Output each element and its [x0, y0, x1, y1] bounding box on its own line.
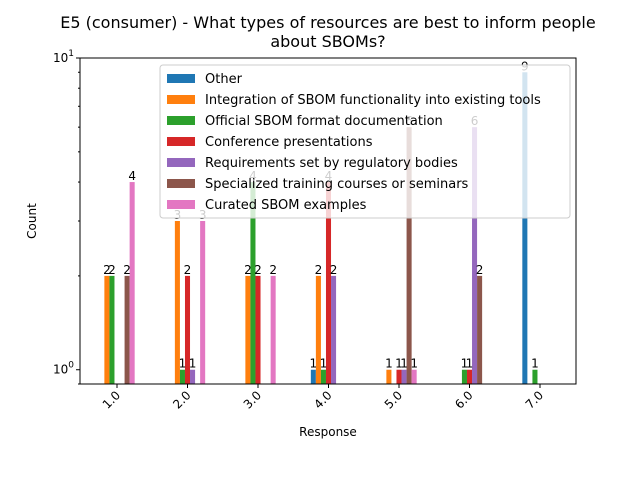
bar: [472, 127, 478, 384]
data-label: 2: [315, 263, 323, 277]
bar: [325, 182, 332, 384]
bar: [522, 72, 528, 384]
data-label: 2: [244, 263, 252, 277]
bar: [310, 369, 316, 384]
bar: [461, 369, 467, 384]
bar: [411, 369, 417, 384]
legend-swatch: [167, 158, 195, 167]
bar: [270, 275, 276, 384]
data-label: 1: [179, 357, 187, 371]
x-axis-label: Response: [299, 425, 357, 439]
bar: [255, 275, 261, 384]
legend-label: Requirements set by regulatory bodies: [205, 156, 458, 171]
chart-title-line: E5 (consumer) - What types of resources …: [60, 13, 595, 32]
bar: [174, 221, 180, 384]
bar: [179, 369, 185, 384]
legend-label: Curated SBOM examples: [205, 198, 367, 213]
legend: Other Integration of SBOM functionality i…: [159, 64, 571, 219]
legend-label: Specialized training courses or seminars: [205, 177, 469, 192]
bar: [190, 369, 196, 384]
bar: [320, 369, 326, 384]
data-label: 2: [476, 263, 484, 277]
legend-label: Conference presentations: [205, 135, 373, 150]
legend-swatch: [167, 200, 195, 209]
bar: [406, 127, 412, 384]
data-label: 2: [123, 263, 131, 277]
y-tick-base: 10: [53, 51, 68, 65]
y-tick-label: 100: [53, 361, 74, 377]
data-label: 1: [466, 357, 474, 371]
data-label: 2: [108, 263, 116, 277]
bar: [331, 275, 337, 384]
legend-swatch: [167, 137, 195, 146]
y-tick-exponent: 0: [68, 361, 74, 371]
data-label: 2: [184, 263, 192, 277]
data-label: 2: [254, 263, 262, 277]
y-tick-base: 10: [53, 363, 68, 377]
data-label: 1: [461, 357, 469, 371]
data-label: 2: [103, 263, 111, 277]
x-tick-label: 5.0: [382, 388, 405, 411]
y-tick-label: 101: [53, 49, 74, 65]
bar: [386, 369, 392, 384]
x-axis: 1.0 2.0 3.0 4.0 5.0 6.0 7.0: [100, 384, 546, 412]
y-tick-exponent: 1: [68, 49, 74, 59]
x-tick-label: 1.0: [100, 388, 123, 411]
x-tick-label: 3.0: [241, 388, 264, 411]
legend-swatch: [167, 95, 195, 104]
bar: [396, 369, 402, 384]
data-label: 4: [128, 169, 136, 183]
data-label: 1: [189, 357, 197, 371]
data-label: 1: [310, 357, 318, 371]
legend-box: [159, 64, 571, 219]
data-label: 1: [531, 357, 539, 371]
data-label: 2: [330, 263, 338, 277]
bar: [200, 221, 206, 384]
data-label: 1: [320, 357, 328, 371]
legend-swatch: [167, 74, 195, 83]
data-label: 1: [395, 357, 403, 371]
x-tick-label: 2.0: [170, 388, 193, 411]
data-label: 1: [385, 357, 393, 371]
data-label: 1: [400, 357, 408, 371]
x-tick-label: 4.0: [311, 388, 334, 411]
bar: [401, 369, 407, 384]
legend-label: Official SBOM format documentation: [205, 114, 443, 129]
x-tick-label: 6.0: [452, 388, 475, 411]
bar: [466, 369, 473, 384]
chart-title-line: about SBOMs?: [270, 32, 385, 51]
chart-title: E5 (consumer) - What types of resources …: [60, 13, 595, 51]
legend-label: Other: [205, 72, 243, 87]
bar: [315, 275, 321, 384]
x-tick-label: 7.0: [523, 388, 546, 411]
legend-label: Integration of SBOM functionality into e…: [205, 93, 541, 108]
legend-swatch: [167, 116, 195, 125]
bar: [245, 275, 251, 384]
y-axis-label: Count: [25, 203, 39, 239]
bars-group: [104, 72, 538, 384]
bar: [104, 275, 110, 384]
bar: [129, 182, 135, 384]
legend-swatch: [167, 179, 195, 188]
bar: [250, 182, 256, 384]
bar: [124, 275, 130, 384]
bar: [532, 369, 538, 384]
bar: [184, 275, 191, 384]
bar: [477, 275, 483, 384]
bar: [109, 275, 115, 384]
data-label: 2: [269, 263, 277, 277]
data-label: 1: [410, 357, 418, 371]
